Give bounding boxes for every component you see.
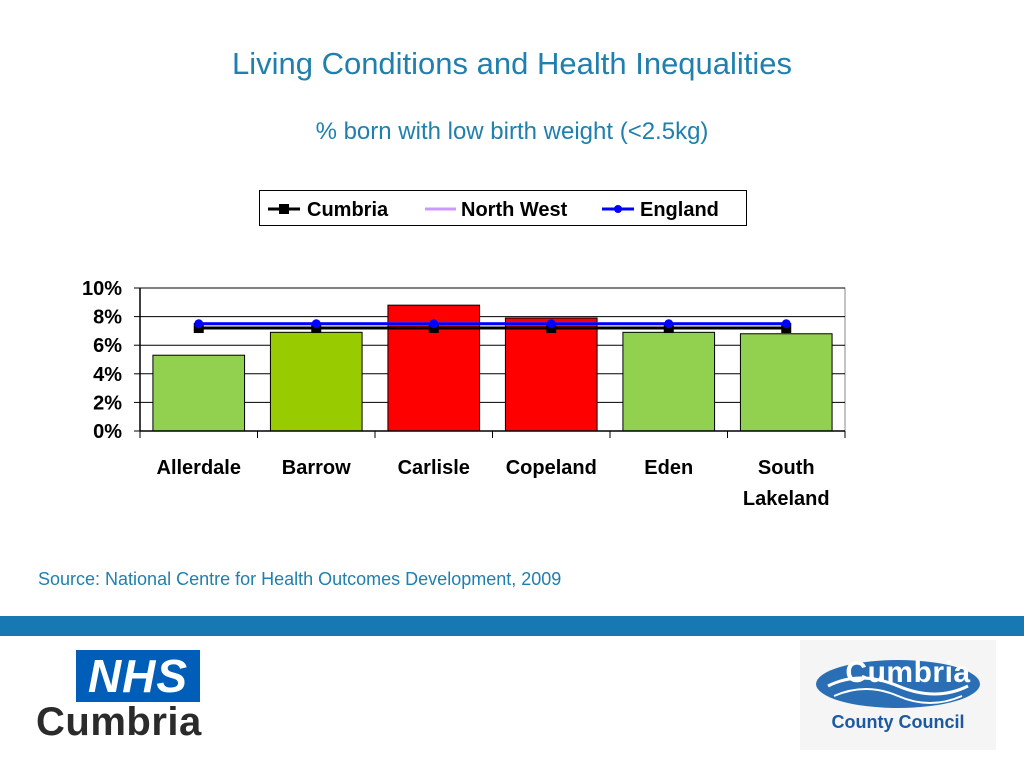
series-point-england — [781, 319, 791, 329]
chart-legend: Cumbria North West England — [259, 190, 747, 226]
nhs-cumbria-wordmark: Cumbria — [36, 700, 202, 744]
source-note: Source: National Centre for Health Outco… — [38, 569, 562, 589]
bar — [504, 317, 598, 432]
y-tick-label: 0% — [93, 421, 122, 443]
series-point-england — [664, 319, 674, 329]
legend-item-cumbria: Cumbria — [268, 199, 389, 221]
legend-label-cumbria: Cumbria — [307, 199, 389, 221]
series-point-england — [311, 319, 321, 329]
x-tick-label: Barrow — [282, 457, 351, 479]
legend-marker-cumbria — [279, 204, 289, 214]
y-tick-label: 6% — [93, 335, 122, 357]
legend-items: Cumbria North West England — [268, 199, 719, 221]
nhs-logo: NHS — [76, 650, 200, 702]
x-tick-label: South Lakeland — [743, 457, 830, 510]
y-tick-label: 4% — [93, 364, 122, 386]
legend-item-north-west: North West — [425, 199, 568, 221]
x-tick-label: Eden — [644, 457, 693, 479]
chart-subtitle: % born with low birth weight (<2.5kg) — [315, 118, 709, 145]
bar-chart: 0% 2% 4% 6% 8% 10% Allerdale Barrow Carlisle Cope… — [82, 278, 846, 510]
series-point-england — [546, 319, 556, 329]
council-logo-subtitle: County Council — [831, 712, 965, 732]
legend-marker-england — [614, 205, 622, 213]
x-tick-label: Allerdale — [157, 457, 241, 479]
legend-item-england: England — [602, 199, 719, 221]
y-tick-label: 10% — [82, 278, 122, 300]
footer-band — [0, 616, 1024, 636]
legend-label-england: England — [640, 199, 719, 221]
bar — [739, 333, 833, 432]
series-point-england — [429, 319, 439, 329]
bar — [622, 331, 716, 432]
legend-label-north-west: North West — [461, 199, 568, 221]
plot-area — [139, 287, 846, 432]
series-point-england — [194, 319, 204, 329]
council-logo-wordmark: Cumbria — [845, 656, 971, 689]
council-logo-graphic — [800, 640, 996, 750]
x-tick-label: Carlisle — [398, 457, 470, 479]
x-tick-label: Copeland — [506, 457, 597, 479]
bar — [269, 331, 363, 432]
bar — [152, 354, 246, 432]
page-title: Living Conditions and Health Inequalitie… — [231, 46, 793, 81]
y-tick-label: 2% — [93, 392, 122, 414]
y-tick-label: 8% — [93, 307, 122, 329]
